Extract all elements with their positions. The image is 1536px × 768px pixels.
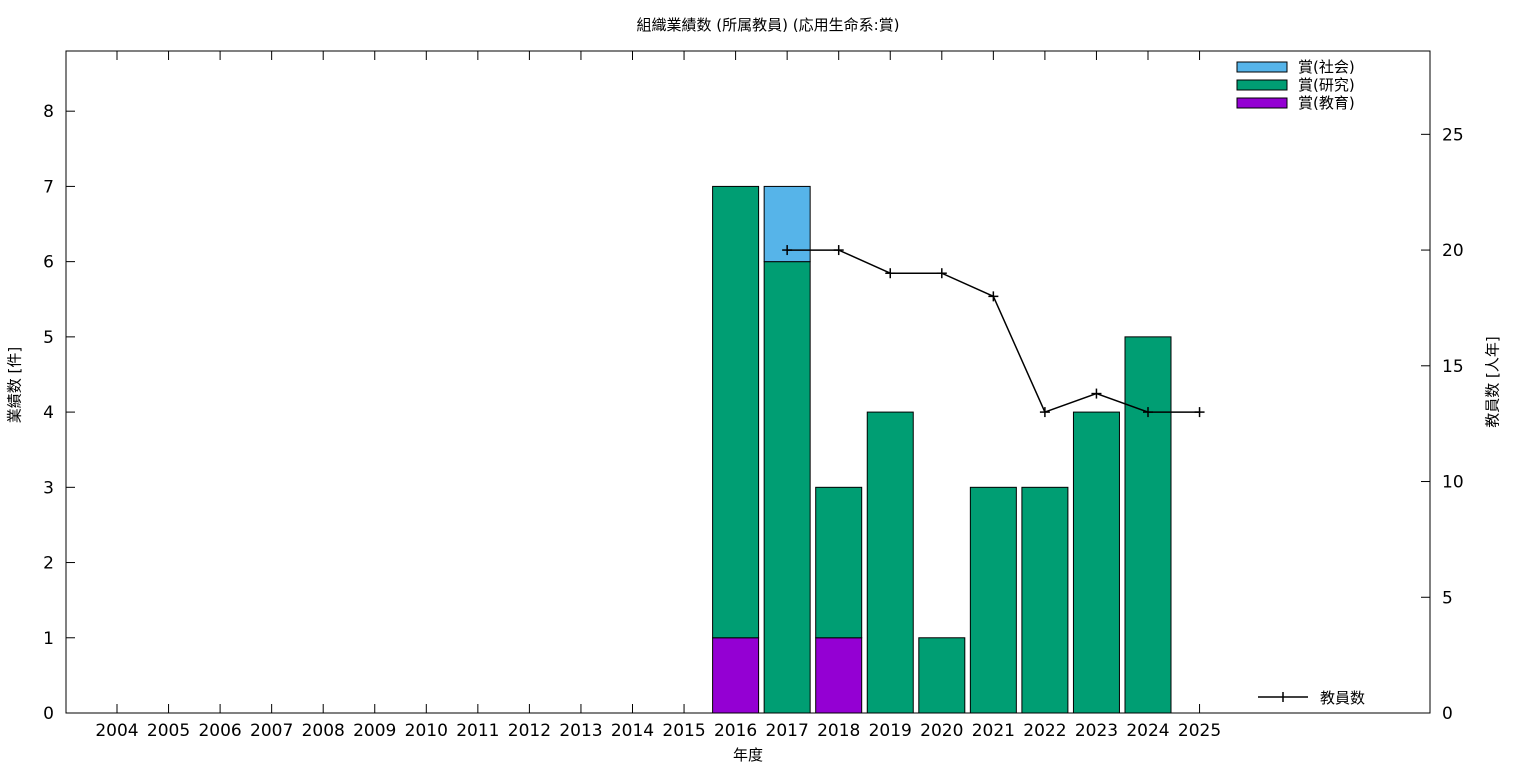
y2-tick-label: 10 xyxy=(1442,473,1464,493)
bar-賞(研究)-2018 xyxy=(815,486,863,639)
bar-賞(研究)-2016 xyxy=(712,185,760,639)
x-tick-label: 2018 xyxy=(817,721,860,741)
bar-賞(研究)-2020 xyxy=(918,637,966,714)
x-tick-label: 2013 xyxy=(559,721,602,741)
x-tick-label: 2024 xyxy=(1126,721,1169,741)
x-tick-label: 2010 xyxy=(405,721,448,741)
legend-swatch xyxy=(1236,61,1288,73)
x-tick-label: 2025 xyxy=(1178,721,1221,741)
x-axis-label: 年度 xyxy=(732,746,764,764)
y-tick-label: 0 xyxy=(43,704,54,724)
bar-賞(教育)-2018 xyxy=(815,637,863,714)
line-point-2017 xyxy=(782,245,793,256)
y-tick-label: 5 xyxy=(43,328,54,348)
chart-title: 組織業績数 (所属教員) (応用生命系:賞) xyxy=(636,16,900,34)
y-tick-label: 1 xyxy=(43,629,54,649)
line-point-2025 xyxy=(1194,407,1205,418)
y2-tick-label: 25 xyxy=(1442,125,1464,145)
line-point-2019 xyxy=(885,268,896,279)
legend-swatch xyxy=(1236,97,1288,109)
x-tick-label: 2007 xyxy=(250,721,293,741)
x-tick-label: 2004 xyxy=(95,721,138,741)
legend-label: 賞(社会) xyxy=(1298,58,1355,76)
line-point-2024 xyxy=(1143,407,1153,418)
bar-賞(教育)-2016 xyxy=(712,637,760,714)
x-tick-label: 2017 xyxy=(766,721,809,741)
y2-tick-label: 20 xyxy=(1442,241,1464,261)
y-tick-label: 3 xyxy=(43,478,54,498)
x-tick-label: 2015 xyxy=(662,721,705,741)
bar-賞(研究)-2021 xyxy=(969,486,1017,714)
x-tick-label: 2022 xyxy=(1023,721,1066,741)
bar-賞(研究)-2024 xyxy=(1124,336,1172,714)
legend-label: 賞(研究) xyxy=(1298,76,1355,94)
legend-label: 賞(教育) xyxy=(1298,94,1355,112)
x-tick-label: 2005 xyxy=(147,721,190,741)
x-tick-label: 2009 xyxy=(353,721,396,741)
x-tick-label: 2023 xyxy=(1075,721,1118,741)
x-tick-label: 2021 xyxy=(972,721,1015,741)
legend-label: 教員数 xyxy=(1320,689,1365,707)
y-tick-label: 4 xyxy=(43,403,54,423)
x-tick-label: 2011 xyxy=(456,721,499,741)
y2-tick-label: 5 xyxy=(1442,588,1453,608)
x-tick-label: 2019 xyxy=(869,721,912,741)
x-tick-label: 2014 xyxy=(611,721,654,741)
bar-賞(研究)-2023 xyxy=(1072,411,1120,714)
line-point-2022 xyxy=(1039,407,1050,418)
line-point-2020 xyxy=(936,268,947,279)
line-point-2023 xyxy=(1091,388,1102,399)
bar-賞(研究)-2019 xyxy=(866,411,914,714)
legend-swatch xyxy=(1236,79,1288,91)
line-point-2018 xyxy=(833,245,844,256)
y2-tick-label: 0 xyxy=(1442,704,1453,724)
y-tick-label: 6 xyxy=(43,253,54,273)
x-tick-label: 2006 xyxy=(198,721,241,741)
x-tick-label: 2020 xyxy=(920,721,963,741)
x-tick-label: 2012 xyxy=(508,721,551,741)
y-tick-label: 2 xyxy=(43,554,54,574)
bar-賞(研究)-2022 xyxy=(1021,486,1069,714)
x-tick-label: 2016 xyxy=(714,721,757,741)
y-tick-label: 7 xyxy=(43,177,54,197)
x-tick-label: 2008 xyxy=(302,721,345,741)
line-point-2021 xyxy=(988,291,999,302)
y2-tick-label: 15 xyxy=(1442,357,1464,377)
bar-賞(研究)-2017 xyxy=(763,261,811,714)
y-tick-label: 8 xyxy=(43,102,54,122)
